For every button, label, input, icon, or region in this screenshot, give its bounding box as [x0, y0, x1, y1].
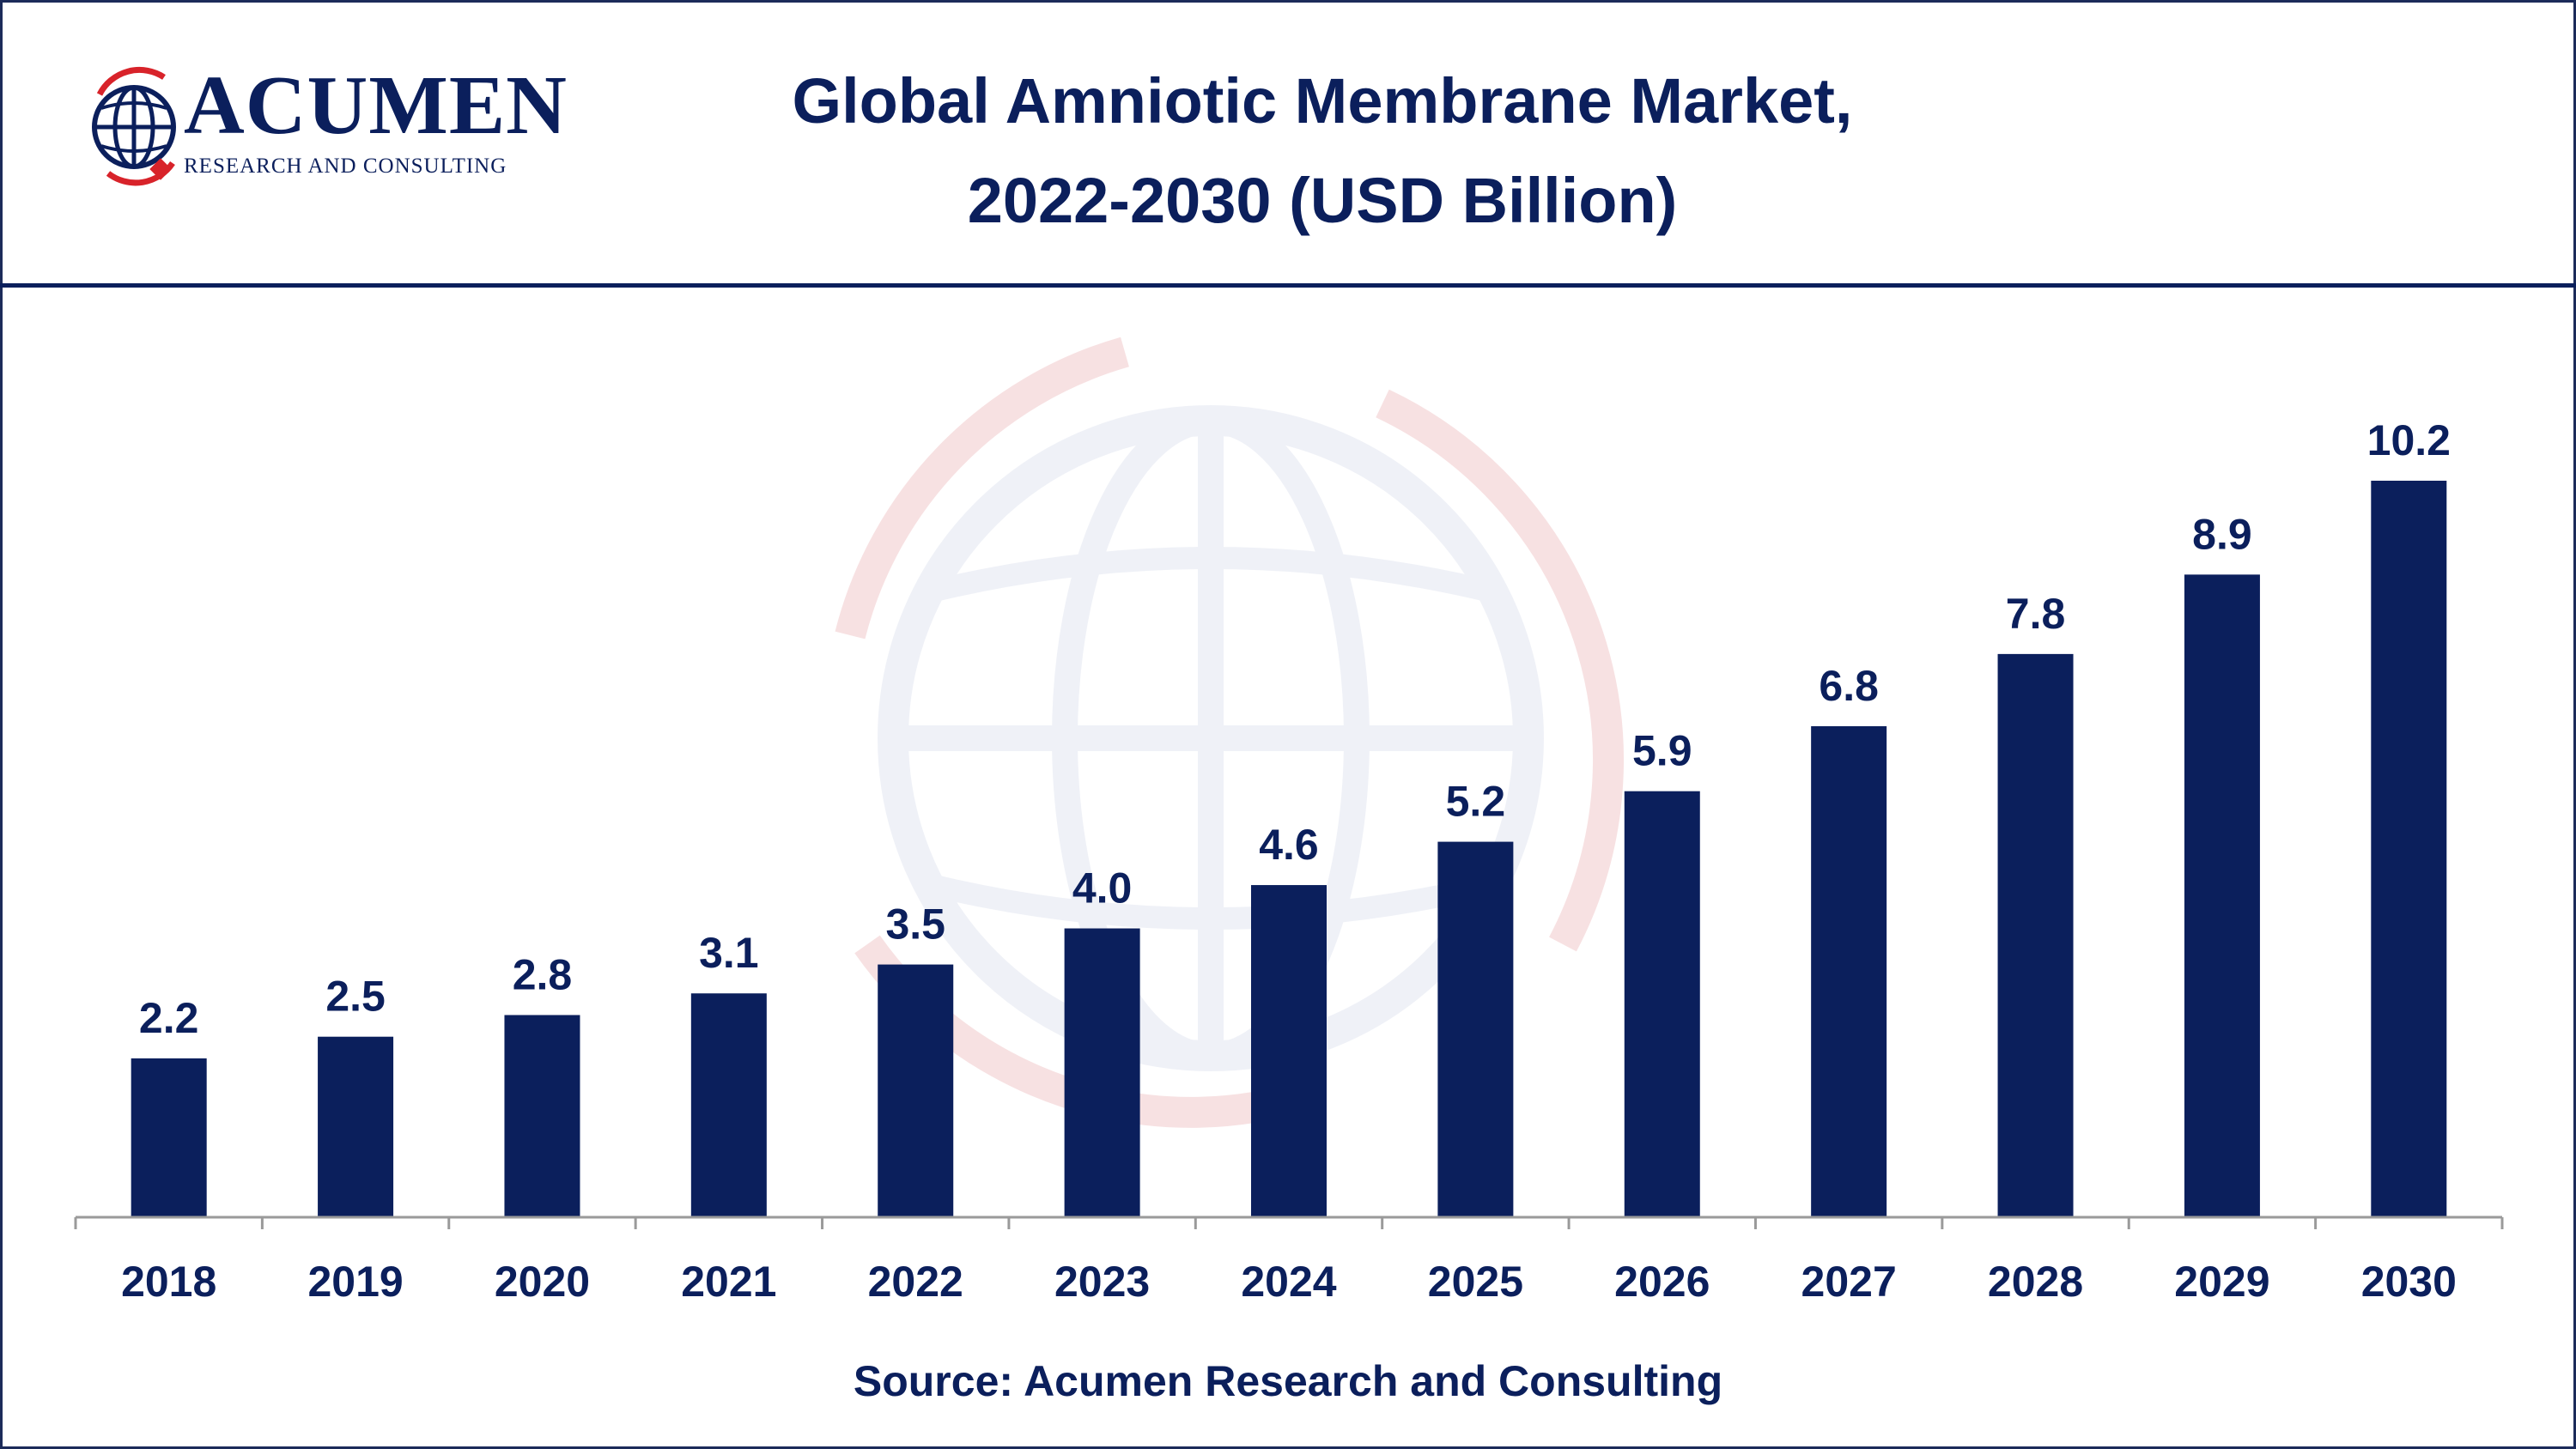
bar-2029	[2184, 574, 2260, 1217]
data-label-2030: 10.2	[2367, 416, 2451, 464]
bar-2020	[504, 1015, 580, 1217]
data-label-2022: 3.5	[885, 900, 945, 949]
data-label-2025: 5.2	[1446, 778, 1506, 826]
x-tick-label-2021: 2021	[681, 1258, 776, 1306]
x-axis-tick-labels: 2018 2019 2020 2021 2022 2023 2024 2025 2026 2027…	[121, 1258, 2457, 1306]
x-tick-label-2022: 2022	[868, 1258, 963, 1306]
bar-2023	[1064, 928, 1140, 1217]
logo-tagline: RESEARCH AND CONSULTING	[184, 155, 507, 178]
data-label-2018: 2.2	[139, 994, 199, 1042]
x-tick-label-2025: 2025	[1428, 1258, 1523, 1306]
bar-2026	[1624, 791, 1700, 1217]
data-label-2020: 2.8	[513, 950, 573, 998]
x-tick-label-2029: 2029	[2174, 1258, 2269, 1306]
data-label-2024: 4.6	[1259, 821, 1319, 869]
x-tick-label-2026: 2026	[1614, 1258, 1710, 1306]
chart-title-line2: 2022-2030 (USD Billion)	[967, 165, 1678, 236]
data-labels: 2.2 2.5 2.8 3.1 3.5 4.0 4.6 5.2 5.9 6.8 7.8 8.9 10.2	[139, 416, 2451, 1042]
data-label-2027: 6.8	[1819, 662, 1879, 710]
watermark-globe	[835, 336, 1624, 1128]
source-note: Source: Acumen Research and Consulting	[853, 1357, 1723, 1405]
bar-2021	[690, 993, 767, 1217]
chart-title: Global Amniotic Membrane Market, 2022-20…	[481, 52, 2164, 251]
data-label-2026: 5.9	[1632, 727, 1692, 775]
data-label-2028: 7.8	[2006, 590, 2066, 638]
data-label-2019: 2.5	[325, 973, 386, 1021]
bar-2022	[878, 964, 954, 1217]
x-tick-label-2024: 2024	[1241, 1258, 1336, 1306]
header-divider	[0, 283, 2576, 288]
bar-2019	[318, 1036, 394, 1217]
x-tick-label-2020: 2020	[495, 1258, 590, 1306]
acumen-logo: ACUMEN RESEARCH AND CONSULTING	[82, 57, 567, 194]
x-tick-label-2027: 2027	[1801, 1258, 1897, 1306]
data-label-2023: 4.0	[1072, 864, 1133, 912]
bar-series	[131, 481, 2447, 1217]
x-tick-label-2019: 2019	[307, 1258, 403, 1306]
x-tick-label-2028: 2028	[1988, 1258, 2083, 1306]
data-label-2021: 3.1	[699, 929, 759, 977]
chart-title-line1: Global Amniotic Membrane Market,	[792, 65, 1853, 136]
bar-2030	[2371, 481, 2447, 1217]
bar-2027	[1811, 726, 1887, 1217]
logo-name: ACUMEN	[184, 59, 568, 152]
globe-icon	[92, 66, 176, 186]
x-axis-ticks	[74, 1217, 2504, 1229]
data-label-2029: 8.9	[2192, 510, 2252, 558]
x-tick-label-2023: 2023	[1054, 1258, 1150, 1306]
bar-2025	[1437, 841, 1514, 1217]
x-tick-label-2018: 2018	[121, 1258, 216, 1306]
bar-2024	[1251, 885, 1327, 1217]
bar-2028	[1997, 653, 2074, 1217]
bar-2018	[131, 1058, 207, 1217]
x-tick-label-2030: 2030	[2361, 1258, 2457, 1306]
